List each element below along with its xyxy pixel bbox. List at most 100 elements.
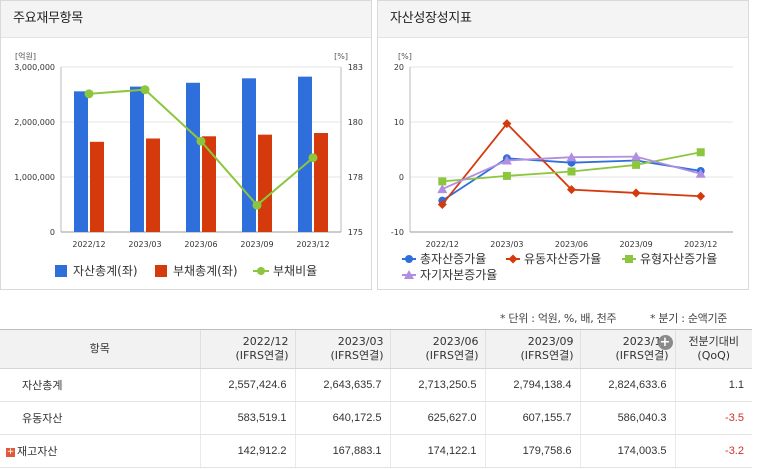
growth-series-point	[696, 148, 705, 157]
y2-tick-label: 178	[348, 173, 363, 182]
row-label: 유동자산	[0, 401, 200, 435]
table-row: 자산총계 2,557,424.6 2,643,635.7 2,713,250.5…	[0, 368, 752, 402]
panel-title: 자산성장성지표	[378, 1, 748, 38]
header-item: 항목	[0, 329, 200, 369]
growth-series-point	[502, 171, 511, 180]
header-basis: (QoQ)	[697, 349, 731, 362]
y-tick-label: 20	[394, 63, 404, 72]
cell-value: 2,643,635.7	[294, 368, 390, 402]
cell-value: 586,040.3	[579, 401, 675, 435]
legend-label: 자산총계(좌)	[73, 264, 138, 278]
y-tick-label: 0	[399, 173, 404, 182]
asset-growth-chart: [%] -10 0 10 20 2022/12 2023/03 2023/06 2023/09 2…	[391, 52, 733, 282]
debt-ratio-point	[252, 200, 262, 210]
x-tick-label: 2023/06	[184, 240, 217, 249]
cell-value: 607,155.7	[484, 401, 580, 435]
y-axis-unit: [%]	[398, 52, 412, 61]
unit-note: * 단위 : 억원, %, 배, 천주	[500, 312, 617, 325]
cell-qoq: -3.2	[674, 434, 752, 468]
x-tick-label: 2023/09	[240, 240, 273, 249]
y-axis-unit: [억원]	[15, 51, 36, 61]
legend-label: 부채비율	[273, 264, 317, 278]
growth-series-point	[438, 177, 447, 186]
legend-label: 자기자본증가율	[420, 268, 497, 282]
row-label: 재고자산	[17, 445, 58, 458]
debt-ratio-point	[308, 153, 318, 163]
growth-series-point	[437, 200, 447, 209]
financial-items-chart: [억원] [%] 0 1,000,000 2,000,000 3,000,000 175 17…	[14, 51, 363, 278]
cell-qoq: -3.5	[674, 401, 752, 435]
legend-swatch	[55, 265, 67, 277]
growth-series-point	[631, 151, 642, 161]
header-col: 2023/03 (IFRS연결)	[294, 329, 390, 369]
y2-tick-label: 183	[348, 63, 363, 72]
debt-ratio-point	[196, 136, 206, 146]
growth-series-point	[632, 160, 641, 169]
bar-total-liabilities	[146, 138, 160, 232]
header-period: 전분기대비	[688, 335, 740, 348]
bar-total-liabilities	[202, 136, 216, 232]
bar-total-assets	[186, 82, 200, 232]
header-period: 2023/12	[622, 335, 669, 348]
cell-value: 2,713,250.5	[389, 368, 485, 402]
header-col: 2023/06 (IFRS연결)	[389, 329, 485, 369]
legend-marker	[508, 254, 518, 264]
x-tick-label: 2023/09	[619, 240, 652, 249]
bar-total-liabilities	[314, 133, 328, 232]
growth-series-point	[566, 152, 577, 162]
header-period: 2023/03	[337, 335, 384, 348]
x-tick-label: 2023/03	[490, 240, 523, 249]
cell-value: 583,519.1	[199, 401, 295, 435]
header-basis: (IFRS연결)	[520, 349, 574, 362]
debt-ratio-point	[84, 89, 94, 99]
growth-series-point	[567, 167, 576, 176]
x-tick-label: 2023/12	[296, 240, 329, 249]
asset-growth-panel: 자산성장성지표 [%] -10 0 10 20 2022/12 2023/03 2023/06…	[377, 0, 749, 290]
legend-marker	[625, 255, 633, 263]
bar-total-assets	[74, 91, 88, 232]
header-period: 2023/09	[527, 335, 574, 348]
panel-title: 주요재무항목	[1, 1, 371, 38]
expand-columns-icon[interactable]: +	[657, 335, 673, 350]
y-tick-label: 10	[394, 118, 404, 127]
header-basis: (IFRS연결)	[615, 349, 669, 362]
growth-series-point	[501, 155, 512, 165]
row-label: 자산총계	[0, 368, 200, 402]
header-period: 2023/06	[432, 335, 479, 348]
legend-marker	[405, 255, 413, 263]
cell-qoq: 1.1	[674, 368, 752, 402]
y-tick-label: 2,000,000	[14, 118, 55, 127]
cell-value: 179,758.6	[484, 434, 580, 468]
cell-value: 174,122.1	[389, 434, 485, 468]
expand-row-icon[interactable]: +	[6, 446, 15, 457]
bar-total-liabilities	[90, 141, 104, 232]
bar-total-liabilities	[258, 134, 272, 232]
growth-series-point	[631, 188, 641, 198]
header-period: 2022/12	[242, 335, 289, 348]
x-tick-label: 2023/06	[555, 240, 588, 249]
cell-value: 167,883.1	[294, 434, 390, 468]
y-tick-label: 0	[50, 228, 55, 237]
growth-series-point	[567, 185, 576, 195]
bar-total-assets	[130, 86, 144, 232]
cell-value: 625,627.0	[389, 401, 485, 435]
growth-series-point	[695, 168, 706, 178]
cell-value: 142,912.2	[199, 434, 295, 468]
x-tick-label: 2023/12	[684, 240, 717, 249]
legend-marker	[404, 270, 414, 279]
header-col-qoq: + 전분기대비 (QoQ)	[657, 329, 752, 369]
debt-ratio-point	[140, 85, 150, 95]
cell-value: 640,172.5	[294, 401, 390, 435]
y-tick-label: -10	[391, 228, 404, 237]
cell-value: 2,557,424.6	[199, 368, 295, 402]
legend-swatch	[155, 265, 167, 277]
period-note: * 분기 : 순액기준	[650, 312, 728, 325]
x-tick-label: 2023/03	[128, 240, 161, 249]
financial-items-panel: 주요재무항목 [억원] [%] 0 1,000,000 2,000,000 3,000,0…	[0, 0, 372, 290]
legend-marker	[257, 267, 265, 275]
header-basis: (IFRS연결)	[235, 349, 289, 362]
row-label-expandable[interactable]: + 재고자산	[0, 434, 200, 468]
cell-value: 2,794,138.4	[484, 368, 580, 402]
table-header-row: 항목 2022/12 (IFRS연결) 2023/03 (IFRS연결) 2023/…	[0, 329, 752, 369]
header-col: 2023/09 (IFRS연결)	[484, 329, 580, 369]
